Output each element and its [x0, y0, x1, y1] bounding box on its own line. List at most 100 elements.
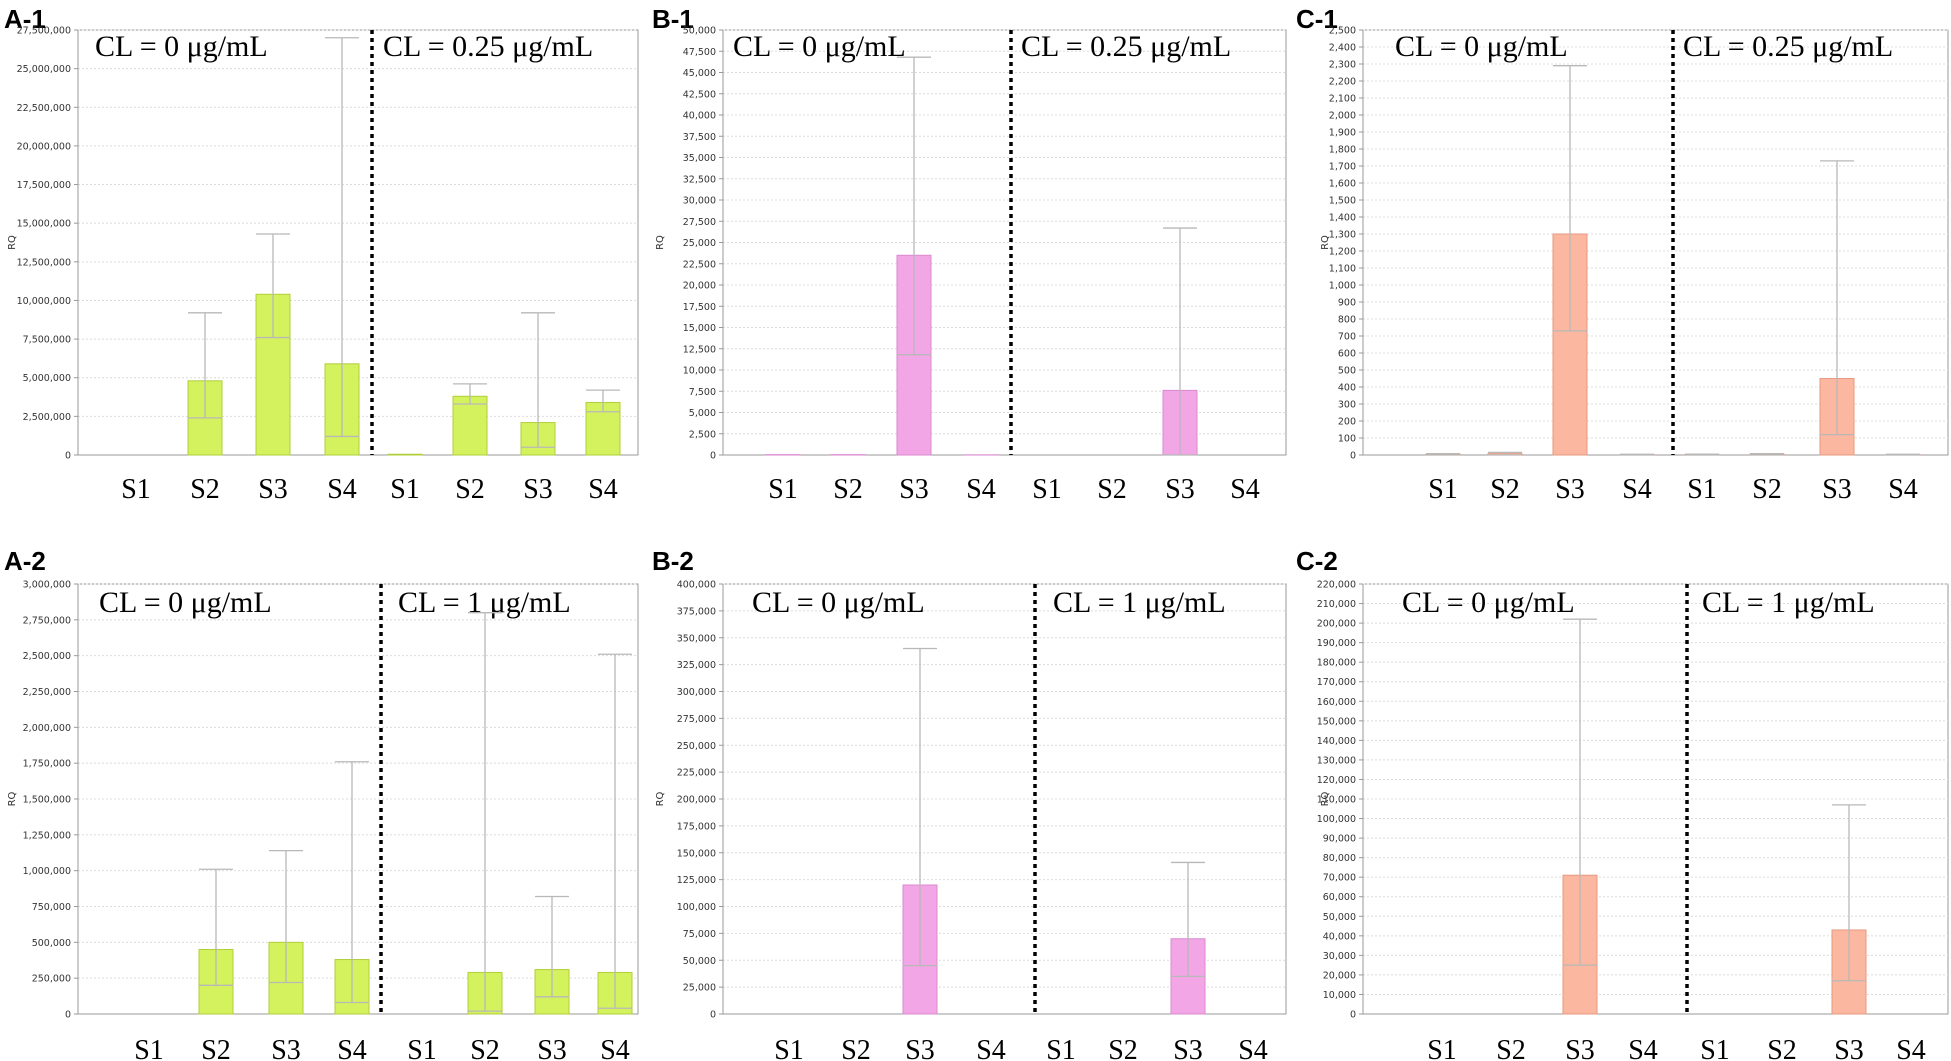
y-tick-label: 160,000: [1317, 697, 1356, 708]
y-tick-label: 50,000: [683, 26, 716, 37]
condition-label: CL = 1 μg/mL: [1053, 586, 1226, 619]
x-tick-label: S3: [905, 1035, 935, 1061]
y-tick-label: 210,000: [1317, 599, 1356, 610]
y-tick-label: 2,500: [1329, 26, 1356, 37]
y-tick-label: 1,200: [1329, 247, 1356, 258]
y-tick-label: 175,000: [677, 821, 716, 832]
y-tick-label: 125,000: [677, 875, 716, 886]
y-tick-label: 20,000: [1323, 970, 1356, 981]
y-tick-label: 1,900: [1329, 128, 1356, 139]
x-tick-label: S4: [1230, 474, 1260, 505]
y-tick-label: 2,300: [1329, 60, 1356, 71]
x-tick-label: S4: [600, 1035, 630, 1061]
y-tick-label: 250,000: [677, 741, 716, 752]
y-tick-label: 1,100: [1329, 264, 1356, 275]
y-tick-label: 200,000: [677, 795, 716, 806]
x-tick-label: S2: [1490, 474, 1520, 505]
y-tick-label: 110,000: [1317, 795, 1356, 806]
x-tick-label: S1: [134, 1035, 164, 1061]
y-tick-label: 75,000: [683, 929, 716, 940]
y-tick-label: 30,000: [683, 196, 716, 207]
x-tick-label: S1: [1700, 1035, 1730, 1061]
x-tick-label: S2: [190, 474, 220, 505]
y-tick-label: 2,750,000: [23, 615, 71, 626]
y-axis-label: RQ: [1320, 791, 1331, 806]
y-tick-label: 22,500: [683, 259, 716, 270]
x-tick-label: S3: [258, 474, 288, 505]
panel-label: C-1: [1296, 4, 1338, 34]
bar: [387, 453, 423, 456]
y-tick-label: 150,000: [1317, 716, 1356, 727]
y-tick-label: 130,000: [1317, 755, 1356, 766]
y-tick-label: 300: [1338, 400, 1356, 411]
x-tick-label: S4: [327, 474, 357, 505]
x-tick-label: S3: [1165, 474, 1195, 505]
y-tick-label: 32,500: [683, 174, 716, 185]
x-tick-label: S2: [1496, 1035, 1526, 1061]
y-tick-label: 25,000,000: [17, 64, 71, 75]
y-tick-label: 500: [1338, 366, 1356, 377]
x-tick-label: S1: [774, 1035, 804, 1061]
y-axis-label: RQ: [655, 791, 666, 806]
y-tick-label: 2,000,000: [23, 723, 71, 734]
y-tick-label: 12,500,000: [17, 257, 71, 268]
x-tick-label: S2: [1752, 474, 1782, 505]
condition-label: CL = 0.25 μg/mL: [1683, 30, 1893, 63]
y-tick-label: 375,000: [677, 606, 716, 617]
y-tick-label: 0: [1350, 1010, 1356, 1021]
y-tick-label: 10,000: [683, 366, 716, 377]
y-tick-label: 7,500: [689, 387, 716, 398]
y-tick-label: 1,000: [1329, 281, 1356, 292]
y-tick-label: 1,000,000: [23, 866, 71, 877]
x-tick-label: S2: [455, 474, 485, 505]
y-tick-label: 300,000: [677, 687, 716, 698]
x-tick-label: S2: [833, 474, 863, 505]
x-tick-label: S4: [976, 1035, 1006, 1061]
x-tick-label: S1: [1032, 474, 1062, 505]
condition-label: CL = 0 μg/mL: [95, 30, 268, 63]
y-tick-label: 1,300: [1329, 230, 1356, 241]
x-tick-label: S3: [271, 1035, 301, 1061]
y-tick-label: 40,000: [1323, 931, 1356, 942]
y-tick-label: 80,000: [1323, 853, 1356, 864]
panel-a-1: A-1 0 2,500,000 5,000,000 7,500,000 10,000,00…: [4, 4, 639, 505]
y-tick-label: 750,000: [32, 902, 71, 913]
y-tick-label: 0: [710, 451, 716, 462]
x-tick-label: S4: [966, 474, 996, 505]
x-tick-label: S3: [537, 1035, 567, 1061]
y-tick-label: 275,000: [677, 714, 716, 725]
y-tick-label: 47,500: [683, 47, 716, 58]
x-tick-label: S2: [201, 1035, 231, 1061]
panel-label: A-2: [4, 546, 46, 576]
y-tick-label: 70,000: [1323, 873, 1356, 884]
y-tick-label: 1,700: [1329, 162, 1356, 173]
x-tick-label: S4: [1896, 1035, 1926, 1061]
y-tick-label: 2,000: [1329, 111, 1356, 122]
condition-label: CL = 0 μg/mL: [1395, 30, 1568, 63]
y-tick-label: 1,400: [1329, 213, 1356, 224]
y-tick-label: 2,500,000: [23, 651, 71, 662]
bar: [452, 395, 488, 456]
y-tick-label: 12,500: [683, 344, 716, 355]
y-tick-label: 22,500,000: [17, 103, 71, 114]
y-tick-label: 200: [1338, 417, 1356, 428]
y-tick-label: 180,000: [1317, 658, 1356, 669]
y-tick-label: 2,200: [1329, 77, 1356, 88]
y-tick-label: 35,000: [683, 153, 716, 164]
y-tick-label: 17,500: [683, 302, 716, 313]
panel-label: B-2: [652, 546, 694, 576]
x-tick-label: S4: [1888, 474, 1918, 505]
y-tick-label: 400: [1338, 383, 1356, 394]
panel-b-2: B-2 0 25,000 50,000 75,000 100,000 125,000 150,…: [652, 546, 1287, 1061]
y-tick-label: 15,000: [683, 323, 716, 334]
y-tick-label: 45,000: [683, 68, 716, 79]
y-tick-label: 17,500,000: [17, 180, 71, 191]
x-tick-label: S1: [1687, 474, 1717, 505]
x-tick-label: S1: [1046, 1035, 1076, 1061]
y-tick-label: 2,400: [1329, 43, 1356, 54]
y-tick-label: 2,500,000: [23, 412, 71, 423]
y-tick-label: 30,000: [1323, 951, 1356, 962]
y-tick-label: 10,000,000: [17, 296, 71, 307]
x-tick-label: S4: [1628, 1035, 1658, 1061]
